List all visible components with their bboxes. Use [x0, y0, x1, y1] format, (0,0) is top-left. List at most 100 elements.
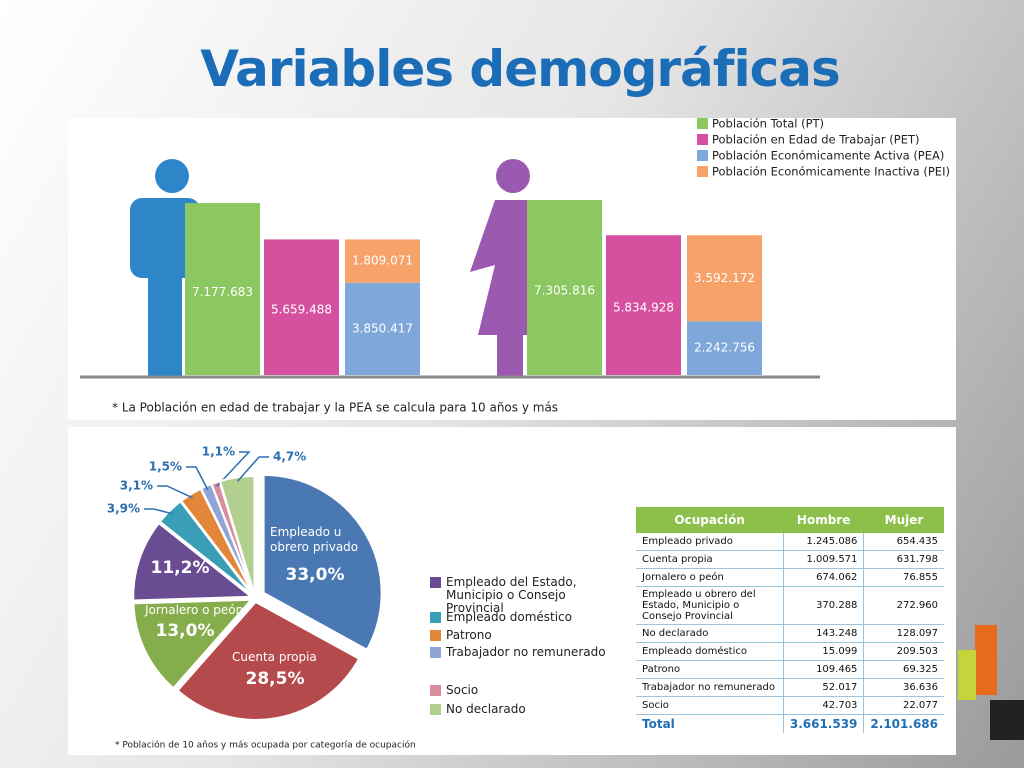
bar	[606, 235, 681, 375]
bar-value-label: 1.809.071	[352, 254, 413, 268]
table-row: Empleado doméstico 15.099 209.503	[636, 642, 944, 661]
legend-swatch	[697, 134, 708, 145]
slice-value-label: 11,2%	[151, 558, 210, 578]
slice-name: Cuenta propia	[232, 650, 317, 664]
pie-slice	[262, 473, 383, 652]
table-cell: Socio	[636, 696, 784, 715]
table-cell: 128.097	[863, 624, 944, 643]
table-cell: Cuenta propia	[636, 550, 784, 569]
bar-value-label: 3.592.172	[694, 271, 755, 285]
table-cell: 2.101.686	[863, 714, 944, 733]
slice-value-label: 4,7%	[273, 450, 306, 464]
slide-title: Variables demográficas	[200, 40, 841, 98]
table-cell: 272.960	[863, 586, 944, 625]
footnote: * Población de 10 años y más ocupada por…	[115, 740, 416, 751]
table-cell: 370.288	[782, 586, 864, 625]
legend-label: Patrono	[446, 628, 492, 642]
table-row: Empleado privado 1.245.086 654.435	[636, 533, 944, 551]
table-row: No declarado 143.248 128.097	[636, 624, 944, 643]
leader-line	[186, 466, 209, 491]
table-cell: 76.855	[863, 568, 944, 587]
table-cell: 209.503	[863, 642, 944, 661]
legend-swatch	[430, 630, 441, 641]
bar-value-label: 5.834.928	[613, 300, 674, 314]
table-cell: 15.099	[782, 642, 864, 661]
decoration	[958, 625, 1024, 740]
legend-swatch	[697, 150, 708, 161]
legend-swatch	[697, 166, 708, 177]
bar	[687, 321, 762, 375]
table-cell: Trabajador no remunerado	[636, 678, 784, 697]
slice-value-label: 1,1%	[202, 445, 235, 459]
bar-value-label: 2.242.756	[694, 341, 755, 355]
table-cell: 1.009.571	[782, 550, 864, 569]
table-row: Jornalero o peón 674.062 76.855	[636, 568, 944, 587]
legend-label: Trabajador no remunerado	[446, 645, 606, 659]
table-cell: Patrono	[636, 660, 784, 679]
table-cell: No declarado	[636, 624, 784, 643]
bar-value-label: 3.850.417	[352, 321, 413, 335]
table-cell: 42.703	[782, 696, 864, 715]
leader-line	[216, 451, 251, 487]
table-cell: Total	[642, 717, 675, 731]
table-header-cell: Ocupación	[636, 507, 784, 533]
table-row: Empleado u obrero del Estado, Municipio …	[636, 586, 944, 625]
table-header-cell: Hombre	[783, 507, 864, 533]
slice-value-label: 28,5%	[246, 669, 305, 689]
table-cell: 674.062	[782, 568, 864, 587]
table-cell: Jornalero o peón	[636, 568, 784, 587]
legend-label: Población Económicamente Activa (PEA)	[712, 149, 944, 163]
table-row: Cuenta propia 1.009.571 631.798	[636, 550, 944, 569]
pie-slice	[132, 598, 254, 690]
footnote: * La Población en edad de trabajar y la …	[112, 401, 558, 415]
bar	[345, 239, 420, 283]
man-icon	[130, 159, 200, 377]
bar-value-label: 7.305.816	[534, 284, 595, 298]
table-cell: 1.245.086	[782, 533, 864, 551]
slice-name: Empleado u obrero privado	[270, 525, 359, 554]
legend-label: Población Económicamente Inactiva (PEI)	[712, 165, 950, 179]
table-row: Trabajador no remunerado 52.017 36.636	[636, 678, 944, 697]
table-header-cell: Mujer	[863, 507, 944, 533]
legend-label: No declarado	[446, 702, 526, 716]
legend-label: Población Total (PT)	[712, 117, 824, 131]
data-table: Ocupación Hombre Mujer Empleado privado 1.24…	[636, 507, 944, 733]
pie-slice	[218, 475, 256, 595]
table-cell: 69.325	[863, 660, 944, 679]
legend-swatch	[430, 577, 441, 588]
legend-swatch	[430, 647, 441, 658]
legend-label: Socio	[446, 683, 479, 697]
bar-value-label: 7.177.683	[192, 285, 253, 299]
legend-label: Población en Edad de Trabajar (PET)	[712, 133, 920, 147]
table-cell: Empleado privado	[636, 533, 784, 551]
bar	[185, 203, 260, 375]
legend-label: Empleado doméstico	[446, 610, 572, 624]
slice-value-label: 33,0%	[286, 565, 345, 585]
bar	[527, 200, 602, 375]
slice-name: Jornalero o peón	[145, 603, 244, 617]
legend-label: Empleado del Estado, Municipio o Consejo…	[446, 575, 577, 615]
legend-swatch	[430, 612, 441, 623]
slice-value-label: 13,0%	[156, 621, 215, 641]
table-cell: 109.465	[782, 660, 864, 679]
table-row: Socio 42.703 22.077	[636, 696, 944, 715]
bar	[345, 282, 420, 375]
table-cell: 143.248	[782, 624, 864, 643]
legend-swatch	[697, 118, 708, 129]
pie-slice	[176, 600, 361, 721]
table-cell: 3.661.539	[782, 714, 864, 733]
table-cell: Empleado u obrero del Estado, Municipio …	[636, 586, 784, 625]
leader-line	[144, 508, 173, 515]
slice-value-label: 3,9%	[107, 502, 140, 516]
table-cell: 52.017	[782, 678, 864, 697]
bar-value-label: 5.659.488	[271, 302, 332, 316]
slice-value-label: 3,1%	[120, 479, 153, 493]
table-row: Total 3.661.539 2.101.686	[636, 714, 944, 733]
table-cell: 631.798	[863, 550, 944, 569]
table-header: Ocupación Hombre Mujer	[636, 507, 944, 533]
leader-line	[157, 485, 194, 499]
table-row: Patrono 109.465 69.325	[636, 660, 944, 679]
slice-value-label: 1,5%	[149, 460, 182, 474]
pie-slice	[132, 521, 254, 602]
